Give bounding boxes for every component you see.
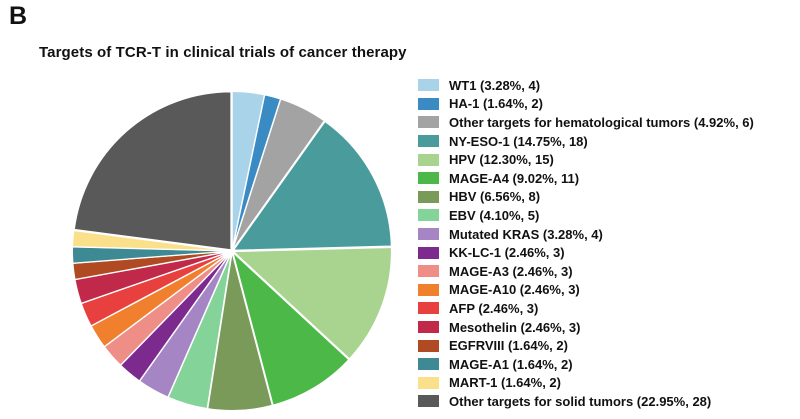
legend-swatch	[418, 172, 439, 185]
legend-swatch	[418, 97, 439, 110]
legend-item: WT1 (3.28%, 4)	[418, 76, 754, 95]
pie-slice-5	[232, 246, 393, 360]
legend-label: MART-1 (1.64%, 2)	[449, 375, 561, 391]
pie-slice-3	[232, 98, 326, 250]
legend-swatch	[418, 79, 439, 92]
legend-label: KK-LC-1 (2.46%, 3)	[449, 245, 565, 261]
legend-swatch	[418, 116, 439, 129]
legend-label: EGFRVIII (1.64%, 2)	[449, 338, 568, 354]
legend-swatch	[418, 395, 439, 408]
chart-legend: WT1 (3.28%, 4) HA-1 (1.64%, 2) Other targe…	[418, 76, 754, 411]
legend-item: HA-1 (1.64%, 2)	[418, 95, 754, 114]
legend-label: WT1 (3.28%, 4)	[449, 77, 541, 93]
legend-item: MART-1 (1.64%, 2)	[418, 374, 754, 393]
legend-item: AFP (2.46%, 3)	[418, 299, 754, 318]
legend-swatch	[418, 321, 439, 334]
legend-label: Mutated KRAS (3.28%, 4)	[449, 226, 603, 242]
legend-swatch	[418, 246, 439, 259]
chart-title: Targets of TCR-T in clinical trials of c…	[39, 44, 407, 61]
pie-chart	[71, 90, 393, 412]
legend-label: MAGE-A10 (2.46%, 3)	[449, 282, 580, 298]
pie-slice-17	[71, 229, 231, 252]
legend-label: EBV (4.10%, 5)	[449, 207, 540, 223]
legend-swatch	[418, 209, 439, 222]
panel-label: B	[9, 2, 28, 30]
legend-item: MAGE-A4 (9.02%, 11)	[418, 169, 754, 188]
legend-swatch	[418, 135, 439, 148]
legend-item: Mutated KRAS (3.28%, 4)	[418, 225, 754, 244]
legend-swatch	[418, 302, 439, 315]
pie-slice-6	[231, 250, 350, 406]
legend-swatch	[418, 153, 439, 166]
legend-label: HBV (6.56%, 8)	[449, 189, 541, 205]
legend-item: MAGE-A1 (1.64%, 2)	[418, 355, 754, 374]
pie-slice-18	[73, 91, 232, 251]
legend-item: EGFRVIII (1.64%, 2)	[418, 336, 754, 355]
legend-label: Other targets for solid tumors (22.95%, …	[449, 393, 712, 409]
legend-item: EBV (4.10%, 5)	[418, 206, 754, 225]
legend-item: KK-LC-1 (2.46%, 3)	[418, 243, 754, 262]
legend-item: MAGE-A3 (2.46%, 3)	[418, 262, 754, 281]
legend-swatch	[418, 228, 439, 241]
legend-swatch	[418, 265, 439, 278]
legend-label: Mesothelin (2.46%, 3)	[449, 319, 581, 335]
legend-label: HPV (12.30%, 15)	[449, 152, 554, 168]
legend-item: HBV (6.56%, 8)	[418, 188, 754, 207]
legend-label: Other targets for hematological tumors (…	[449, 114, 754, 130]
legend-item: NY-ESO-1 (14.75%, 18)	[418, 132, 754, 151]
legend-swatch	[418, 283, 439, 296]
pie-slice-4	[232, 120, 392, 251]
legend-swatch	[418, 190, 439, 203]
legend-label: MAGE-A4 (9.02%, 11)	[449, 170, 580, 186]
legend-item: MAGE-A10 (2.46%, 3)	[418, 281, 754, 300]
legend-swatch	[418, 358, 439, 371]
legend-swatch	[418, 376, 439, 389]
legend-swatch	[418, 339, 439, 352]
legend-label: NY-ESO-1 (14.75%, 18)	[449, 133, 588, 149]
legend-item: HPV (12.30%, 15)	[418, 150, 754, 169]
legend-label: MAGE-A3 (2.46%, 3)	[449, 263, 573, 279]
legend-item: Other targets for hematological tumors (…	[418, 113, 754, 132]
legend-item: Other targets for solid tumors (22.95%, …	[418, 392, 754, 411]
legend-label: HA-1 (1.64%, 2)	[449, 96, 543, 112]
legend-label: AFP (2.46%, 3)	[449, 300, 539, 316]
legend-label: MAGE-A1 (1.64%, 2)	[449, 356, 573, 372]
legend-item: Mesothelin (2.46%, 3)	[418, 318, 754, 337]
